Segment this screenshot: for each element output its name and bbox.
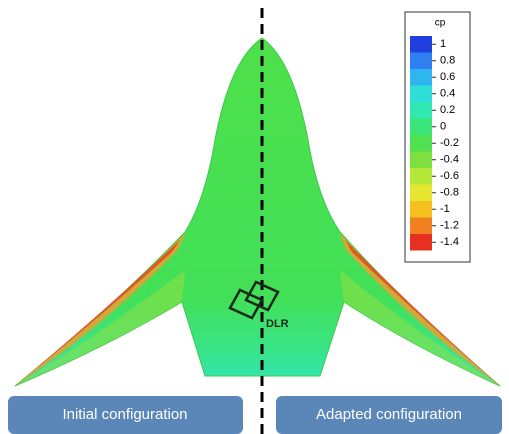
colorbar-band <box>410 102 432 119</box>
colorbar-tick-label: 0.8 <box>440 55 455 67</box>
colorbar-band <box>410 53 432 70</box>
colorbar-band <box>410 185 432 202</box>
colorbar-band <box>410 69 432 86</box>
colorbar-band <box>410 119 432 136</box>
colorbar-tick-label: -0.4 <box>440 154 459 166</box>
colorbar-tick-label: -1 <box>440 203 450 215</box>
colorbar-band <box>410 36 432 53</box>
colorbar-tick-label: -0.8 <box>440 187 459 199</box>
colorbar-band <box>410 168 432 185</box>
colorbar-tick-label: -1.2 <box>440 220 459 232</box>
colorbar-tick-label: -0.6 <box>440 170 459 182</box>
colorbar-band <box>410 201 432 218</box>
colorbar-band <box>410 86 432 103</box>
colorbar-title: cp <box>435 18 446 29</box>
colorbar-band <box>410 218 432 235</box>
logo-text: DLR <box>266 318 289 330</box>
colorbar-band <box>410 135 432 152</box>
colorbar-tick-label: 1 <box>440 38 446 50</box>
button-label: Adapted configuration <box>316 406 462 423</box>
colorbar-tick-label: 0.6 <box>440 71 455 83</box>
figure: DLR cp Initial configuration Adapted con… <box>0 0 509 434</box>
button-label: Initial configuration <box>62 406 187 423</box>
colorbar-band <box>410 152 432 169</box>
colorbar-tick-label: 0.4 <box>440 88 455 100</box>
colorbar-tick-label: -1.4 <box>440 236 459 248</box>
colorbar-tick-label: 0.2 <box>440 104 455 116</box>
colorbar-tick-label: -0.2 <box>440 137 459 149</box>
colorbar-tick-label: 0 <box>440 121 446 133</box>
colorbar-band <box>410 234 432 251</box>
